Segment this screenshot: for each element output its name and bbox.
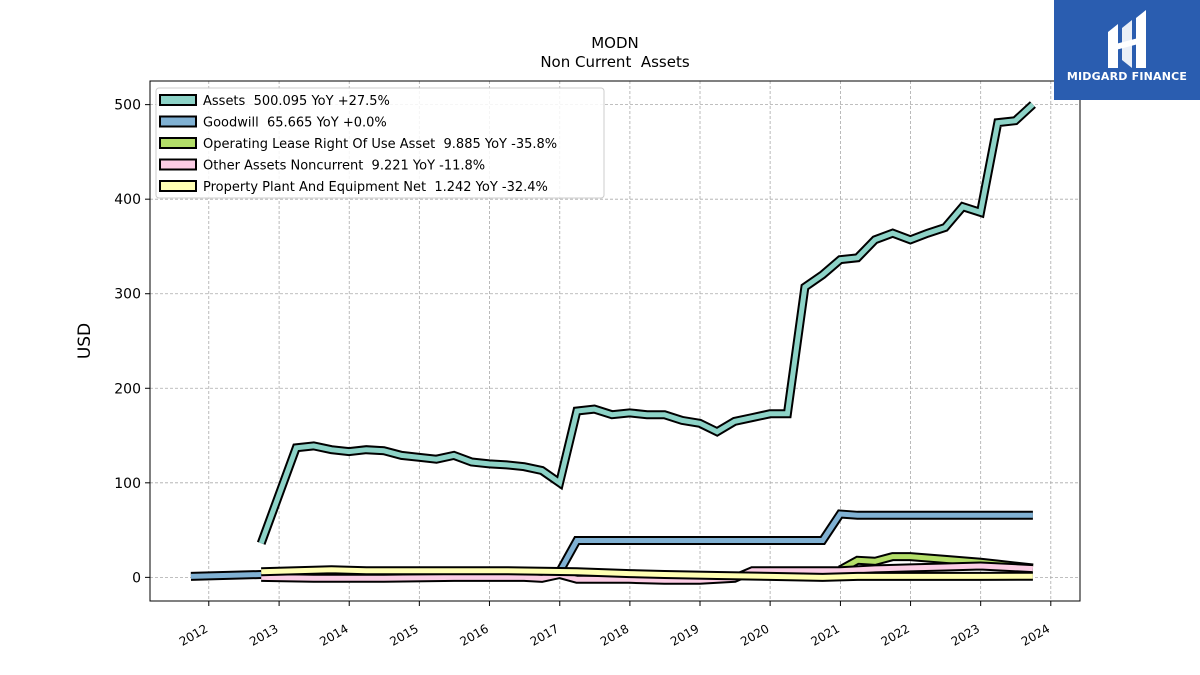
brand-logo: MIDGARD FINANCE [1054, 0, 1200, 100]
x-tick-label: 2020 [738, 621, 771, 648]
y-tick-label: 0 [132, 570, 141, 586]
x-tick-label: 2017 [528, 621, 561, 648]
y-tick-label: 100 [114, 476, 141, 492]
x-tick-label: 2015 [387, 621, 420, 648]
legend: Assets 500.095 YoY +27.5% Goodwill 65.665… [155, 87, 605, 199]
y-tick-label: 500 [114, 98, 141, 114]
legend-entry: Operating Lease Right Of Use Asset 9.885… [203, 137, 557, 152]
x-tick-label: 2023 [949, 621, 982, 648]
series-line [261, 563, 1034, 583]
legend-swatch [159, 115, 197, 128]
x-tick-label: 2021 [808, 621, 841, 648]
x-tick-label: 2019 [668, 621, 701, 648]
x-tick-label: 2012 [177, 621, 210, 648]
series-line [258, 102, 1035, 545]
legend-box [155, 87, 605, 199]
y-tick-label: 200 [114, 381, 141, 397]
chart-subtitle: Non Current Assets [540, 53, 690, 71]
legend-entry: Property Plant And Equipment Net 1.242 Y… [203, 180, 548, 195]
y-tick-label: 300 [114, 287, 141, 303]
legend-swatch [159, 158, 197, 171]
legend-entry: Goodwill 65.665 YoY +0.0% [203, 116, 387, 131]
legend-entry: Other Assets Noncurrent 9.221 YoY -11.8% [203, 159, 485, 174]
x-tick-label: 2024 [1019, 621, 1052, 648]
plot-area [190, 101, 1036, 585]
brand-name: MIDGARD FINANCE [1066, 70, 1188, 83]
x-tick-label: 2016 [458, 621, 491, 648]
legend-swatch [159, 180, 197, 192]
x-tick-label: 2014 [317, 621, 350, 648]
y-axis-label: USD [75, 323, 95, 359]
legend-swatch [159, 94, 197, 106]
chart-title: MODN [591, 34, 639, 52]
y-tick-label: 400 [114, 192, 141, 208]
plot-frame [149, 80, 1081, 602]
x-tick-label: 2022 [879, 621, 912, 648]
legend-swatch [159, 137, 197, 149]
x-tick-label: 2013 [247, 621, 280, 648]
midgard-logo-icon [1108, 10, 1146, 68]
series-line [261, 567, 1033, 580]
x-tick-label: 2018 [598, 621, 631, 648]
legend-entry: Assets 500.095 YoY +27.5% [203, 94, 390, 109]
